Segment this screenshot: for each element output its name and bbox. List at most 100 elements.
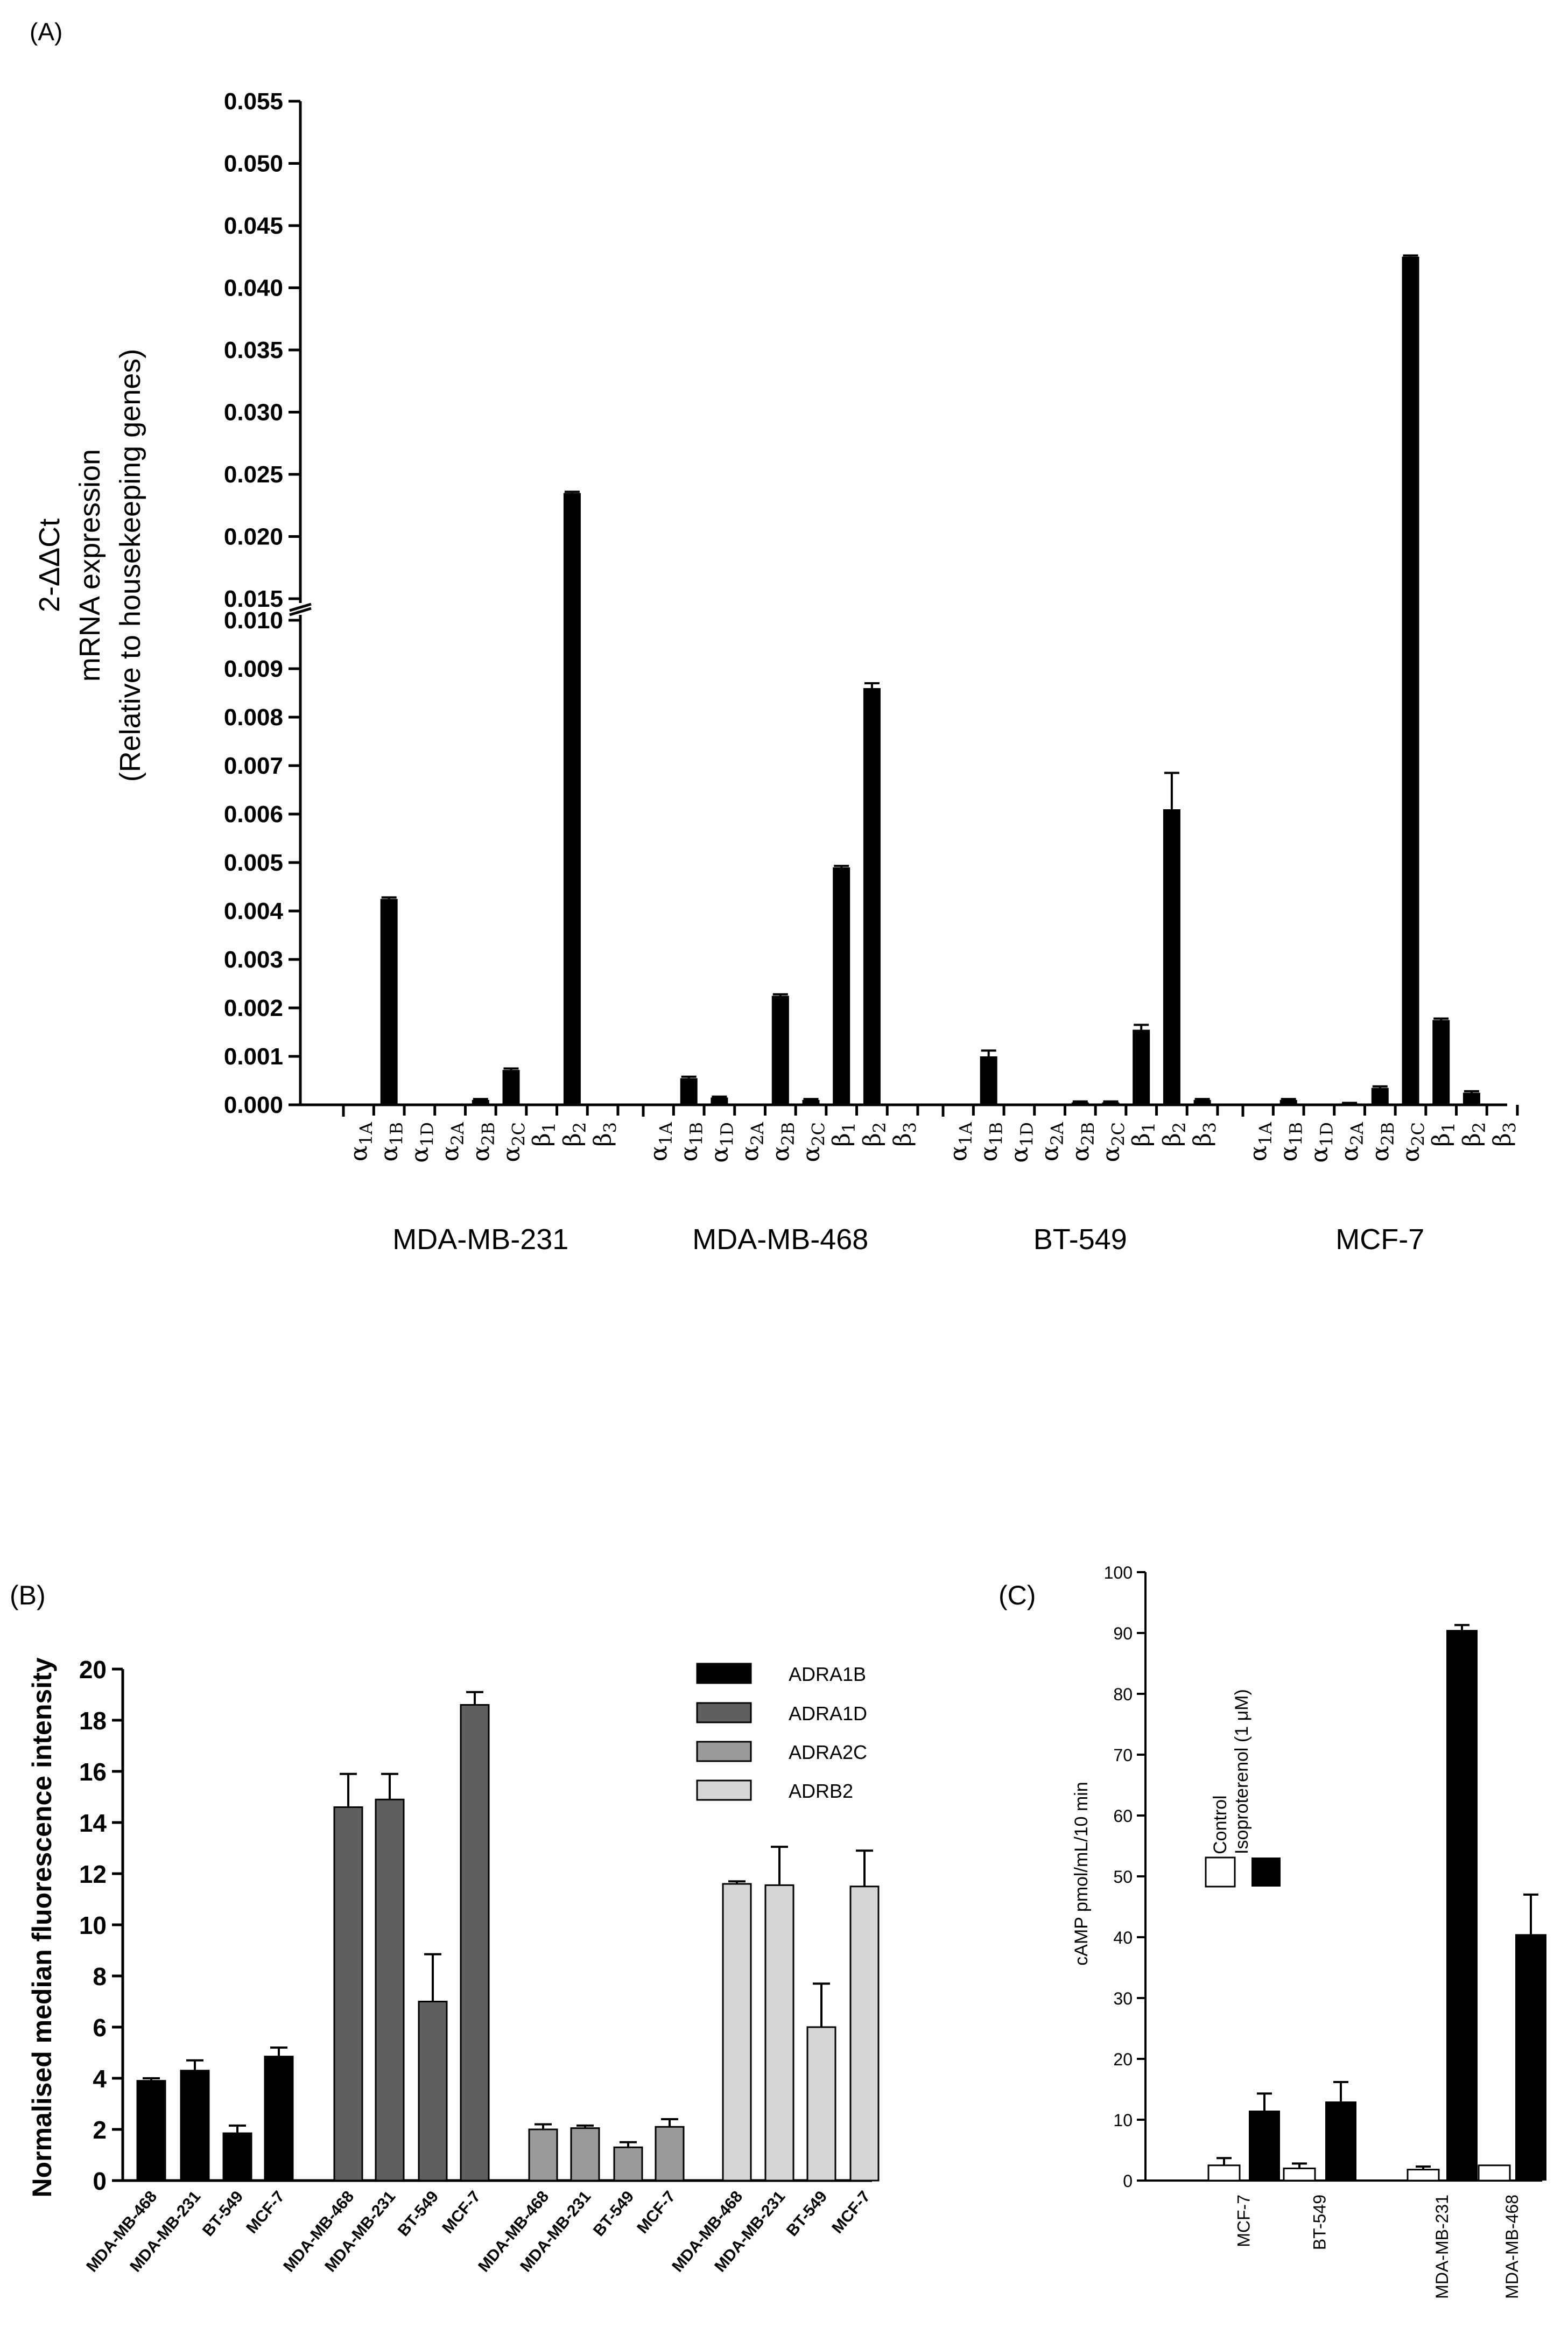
a-receptor-subscript: 2A — [447, 1122, 468, 1145]
a-receptor-subscript: 1B — [686, 1122, 707, 1146]
a-ylabel-line: 2-ΔΔCt — [33, 518, 66, 612]
b-bar — [528, 2128, 558, 2182]
a-receptor-symbol: α — [1336, 1145, 1363, 1161]
a-axis-break-upper — [289, 607, 312, 616]
a-receptor-symbol: α — [736, 1145, 764, 1161]
a-receptor-subscript: 3 — [900, 1122, 920, 1133]
c-xtick-label: MDA-MB-231 — [1432, 2195, 1452, 2299]
a-receptor-label: β2 — [559, 1122, 590, 1147]
a-ytick-label: 0.002 — [224, 995, 283, 1021]
a-ylabel-line: mRNA expression — [74, 449, 106, 682]
b-xtick-label: BT-549 — [395, 2188, 442, 2240]
a-receptor-symbol: β — [889, 1133, 917, 1146]
a-receptor-symbol: α — [1036, 1145, 1064, 1161]
panel-a: (A) 0.000 0.001 0.002 0.003 0.004 0.005 0.006 0.… — [30, 18, 1520, 1256]
a-receptor-label: β2 — [1458, 1122, 1489, 1147]
a-receptor-subscript: 2 — [869, 1122, 890, 1133]
a-ytick-label: 0.009 — [224, 656, 283, 682]
a-receptor-label: α1D — [1305, 1122, 1337, 1163]
a-group-label: MDA-MB-231 — [392, 1223, 568, 1256]
panel-b: (B) 0 2 4 6 8 10 12 14 16 18 20 Normalised median fl… — [10, 1580, 880, 2275]
a-bar — [833, 867, 850, 1105]
b-bar — [722, 1883, 752, 2182]
a-bar — [1102, 1102, 1120, 1105]
a-ylabel-line: (Relative to housekeeping genes) — [114, 349, 146, 782]
a-bar — [1462, 1092, 1480, 1105]
c-ytick-label: 10 — [1113, 2111, 1133, 2130]
a-receptor-label: β3 — [589, 1122, 621, 1147]
a-receptor-symbol: α — [498, 1146, 525, 1162]
a-receptor-symbol: α — [1305, 1147, 1333, 1163]
c-ytick-label: 20 — [1113, 2050, 1133, 2069]
a-receptor-subscript: 1A — [656, 1122, 676, 1145]
a-bar — [1163, 809, 1180, 1105]
a-bar — [1279, 1100, 1297, 1105]
a-receptor-label: α1B — [676, 1122, 707, 1162]
a-receptor-symbol: α — [945, 1145, 972, 1161]
b-ytick-label: 20 — [79, 1656, 107, 1684]
b-ytick-label: 4 — [93, 2065, 107, 2093]
a-receptor-subscript: 1D — [1016, 1122, 1037, 1147]
a-ytick-label: 0.035 — [224, 337, 283, 363]
a-receptor-label: α2A — [1336, 1122, 1367, 1161]
a-receptor-symbol: β — [1489, 1133, 1516, 1146]
a-receptor-symbol: α — [1067, 1146, 1094, 1162]
a-ytick-label: 0.050 — [224, 151, 283, 177]
a-receptor-subscript: 2B — [778, 1122, 798, 1146]
a-ytick-label: 0.010 — [224, 607, 283, 634]
b-ytick-label: 10 — [79, 1911, 107, 1939]
b-ytick-label: 14 — [79, 1809, 107, 1837]
b-xtick-label: BT-549 — [590, 2188, 638, 2240]
a-receptor-subscript: 1D — [716, 1122, 737, 1147]
a-receptor-subscript: 2 — [1169, 1122, 1190, 1133]
b-legend-swatch — [696, 1741, 752, 1762]
c-xtick-label: BT-549 — [1310, 2195, 1330, 2250]
a-ytick-label: 0.004 — [224, 898, 284, 924]
a-receptor-symbol: β — [1189, 1133, 1217, 1146]
a-receptor-subscript: 1 — [1138, 1122, 1159, 1133]
b-xtick-label: MCF-7 — [439, 2188, 484, 2237]
a-ytick-label: 0.001 — [224, 1043, 283, 1070]
a-receptor-label: α1D — [706, 1122, 737, 1163]
a-receptor-label: β3 — [1189, 1122, 1220, 1147]
a-receptor-label: α2B — [467, 1122, 498, 1162]
a-bar — [1071, 1102, 1089, 1105]
a-receptor-label: β1 — [528, 1122, 559, 1147]
a-bar — [472, 1100, 489, 1105]
a-axis-break-lower — [289, 602, 312, 612]
a-receptor-label: α1B — [376, 1122, 407, 1162]
a-bar — [1133, 1029, 1150, 1105]
a-receptor-label: β1 — [1128, 1122, 1159, 1147]
panel-c: (C) 0 10 20 30 40 50 60 70 80 90 100 cAMP pmol/mL/10… — [999, 1563, 1546, 2299]
a-receptor-symbol: α — [1397, 1146, 1425, 1162]
c-ytick-label: 100 — [1104, 1563, 1133, 1582]
a-receptor-label: α2C — [1397, 1122, 1429, 1162]
a-receptor-label: α2A — [736, 1122, 768, 1161]
a-receptor-symbol: α — [1098, 1146, 1125, 1162]
b-bar — [375, 1798, 405, 2182]
a-receptor-symbol: α — [376, 1146, 403, 1162]
a-receptor-symbol: α — [798, 1146, 825, 1162]
a-receptor-symbol: β — [859, 1133, 886, 1146]
a-receptor-symbol: α — [1275, 1146, 1303, 1162]
b-legend-label: ADRB2 — [789, 1780, 853, 1802]
a-receptor-subscript: 1B — [386, 1122, 407, 1146]
a-receptor-symbol: α — [645, 1145, 672, 1161]
b-ytick-label: 8 — [93, 1962, 107, 1990]
b-ytick-label: 2 — [93, 2116, 107, 2144]
c-bar-iso — [1249, 2111, 1280, 2181]
c-ylabel: cAMP pmol/mL/10 min — [1071, 1782, 1092, 1965]
a-receptor-subscript: 2B — [1078, 1122, 1098, 1146]
b-legend-swatch — [696, 1779, 752, 1801]
b-legend-label: ADRA1D — [789, 1702, 867, 1725]
a-receptor-subscript: 1B — [986, 1122, 1007, 1146]
a-receptor-label: α2C — [1098, 1122, 1129, 1162]
a-ytick-label: 0.055 — [224, 88, 283, 115]
a-bar — [1193, 1100, 1211, 1105]
a-receptor-symbol: α — [706, 1147, 733, 1163]
a-ytick-label: 0.003 — [224, 947, 283, 973]
c-legend-label: Control — [1210, 1795, 1231, 1854]
a-receptor-subscript: 3 — [1500, 1122, 1520, 1133]
b-xtick-label: MCF-7 — [828, 2188, 874, 2237]
b-bar — [655, 2126, 685, 2182]
